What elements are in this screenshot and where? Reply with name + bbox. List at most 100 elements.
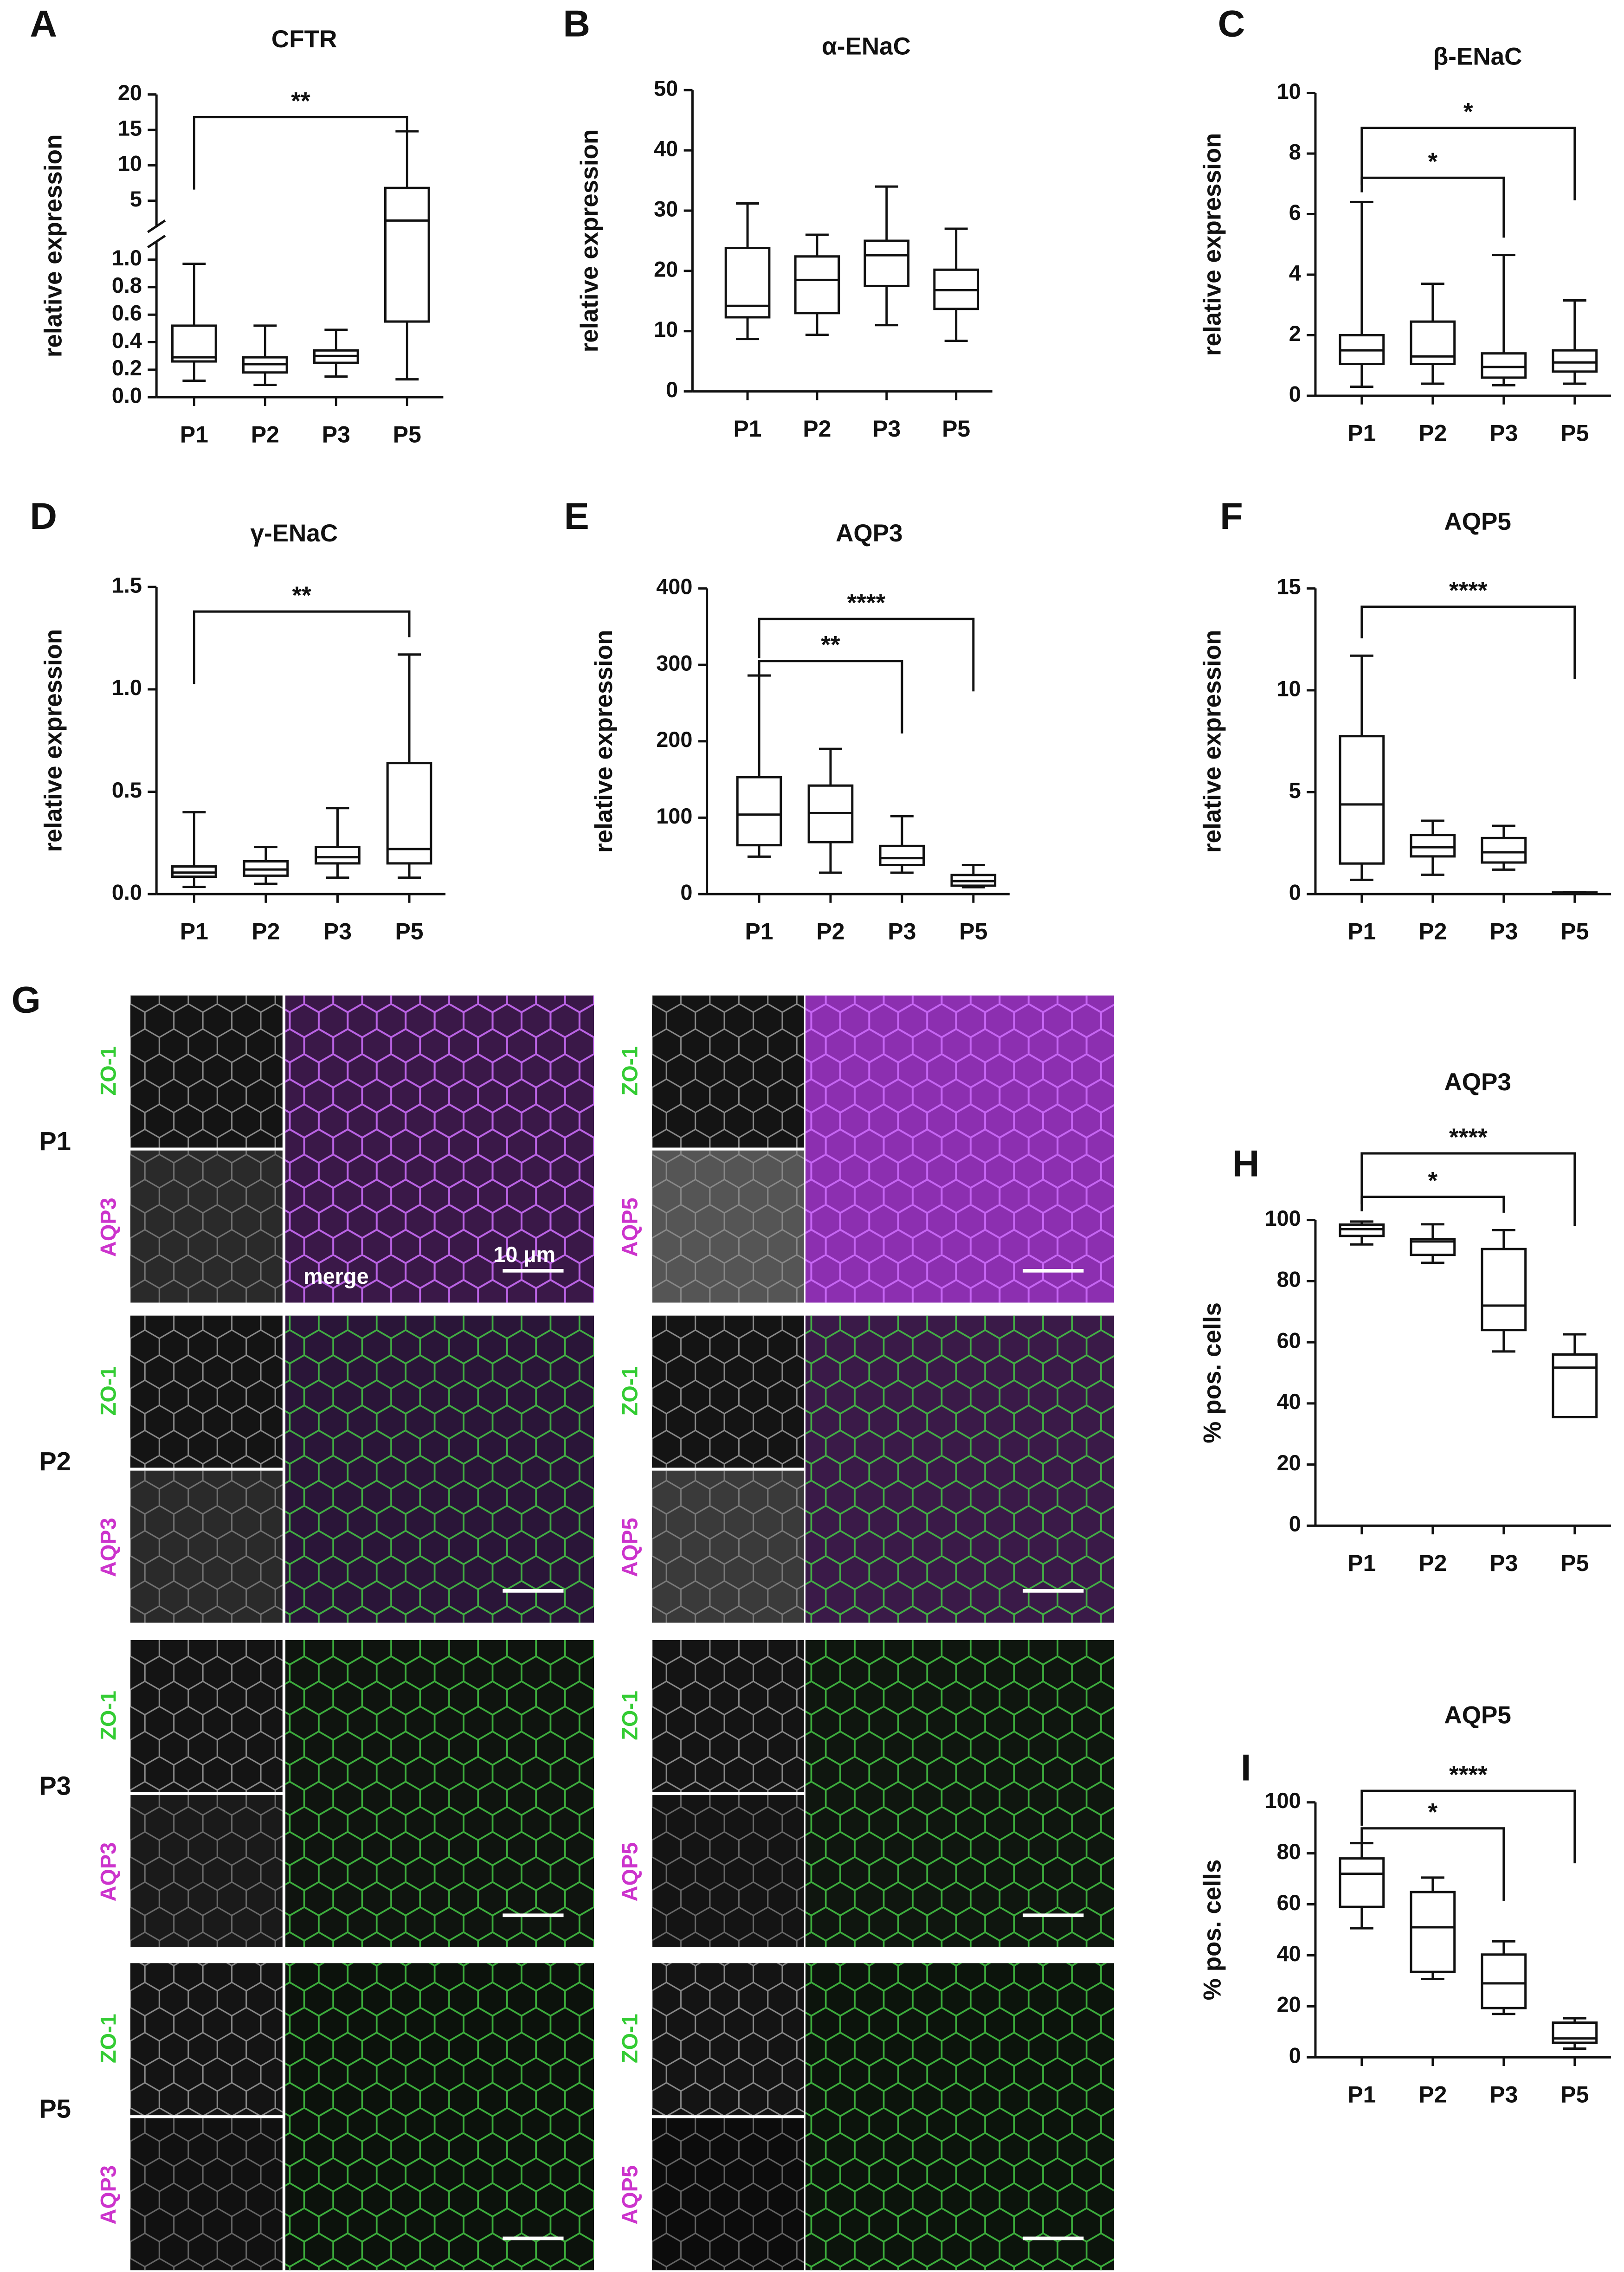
stain-label: ZO-1 (97, 2014, 121, 2063)
y-tick-label: 0 (1289, 2044, 1301, 2068)
whisker-high (254, 846, 277, 862)
x-tick-label: P5 (393, 422, 421, 448)
x-tick-label: P5 (942, 416, 970, 442)
y-tick-label: 1.5 (112, 573, 142, 598)
panel-letter: D (30, 496, 57, 537)
stain-label: ZO-1 (97, 1691, 121, 1740)
x-tick-label: P1 (180, 919, 208, 945)
whisker-low (1421, 364, 1444, 385)
x-tick-label: P3 (1489, 919, 1518, 945)
y-tick-label: 400 (656, 575, 692, 599)
chart-title: CFTR (271, 26, 337, 53)
significance-bracket (1360, 127, 1576, 200)
whisker-low (1563, 371, 1586, 385)
box (1410, 834, 1456, 858)
whisker-low (398, 863, 421, 879)
box (1481, 1953, 1527, 2009)
whisker-low (736, 317, 760, 341)
box (1339, 735, 1385, 865)
y-tick-label: 0 (1289, 880, 1301, 904)
scale-label: 10 µm (493, 1242, 555, 1267)
whisker-high (1492, 824, 1515, 838)
x-tick-label: P3 (323, 919, 352, 945)
chart-title: γ-ENaC (250, 520, 338, 547)
micrograph-zo1-cells (651, 1640, 804, 1792)
micrograph-merge-cells (805, 1315, 1114, 1623)
x-tick-label: P2 (803, 416, 831, 442)
whisker-high (1350, 1842, 1373, 1859)
stain-label: ZO-1 (618, 1366, 642, 1416)
stain-label: AQP3 (97, 1518, 121, 1577)
whisker-high (961, 864, 985, 875)
stain-label: ZO-1 (97, 1366, 121, 1416)
y-axis-label: relative expression (590, 630, 618, 853)
significance-bracket (1360, 1827, 1505, 1901)
x-tick-label: P3 (1489, 2082, 1518, 2108)
whisker-low (1350, 364, 1373, 388)
micrograph-aqp-cells (651, 1150, 804, 1303)
micrograph-aqp-cells (651, 2118, 804, 2271)
box (1552, 2021, 1598, 2044)
y-axis-label: relative expression (40, 629, 67, 852)
x-tick-label: P5 (1560, 1550, 1589, 1576)
chart-title: α-ENaC (822, 33, 911, 60)
x-tick-label: P1 (734, 416, 762, 442)
significance-label: ** (292, 582, 312, 609)
panel-letter: B (563, 3, 590, 45)
y-tick-label: 300 (656, 651, 692, 675)
micrograph-zo1-cells (130, 1640, 283, 1792)
y-tick-label: 10 (1277, 79, 1301, 103)
significance-bracket (1360, 605, 1576, 679)
y-tick-label: 8 (1289, 140, 1301, 164)
whisker-low (1421, 1972, 1444, 1981)
whisker-high (1350, 654, 1373, 736)
micrograph-merge-cells (285, 1963, 594, 2271)
y-axis-label: % pos. cells (1199, 1302, 1226, 1443)
y-tick-label: 5 (1289, 779, 1301, 803)
whisker-low (254, 875, 277, 885)
x-tick-label: P3 (322, 422, 350, 448)
chart-title: AQP3 (1444, 1068, 1511, 1096)
row-label: P2 (39, 1447, 71, 1476)
y-tick-label: 10 (118, 152, 142, 176)
micrograph-aqp-cells (130, 1470, 283, 1623)
whisker-high (182, 811, 206, 867)
whisker-low (875, 286, 898, 327)
whisker-high (1421, 1223, 1444, 1239)
y-tick-label: 0 (680, 880, 692, 904)
x-tick-label: P2 (1418, 919, 1447, 945)
y-tick-label: 6 (1289, 200, 1301, 225)
whisker-high (398, 653, 421, 763)
significance-bracket (1360, 1196, 1505, 1213)
whisker-low (1350, 1236, 1373, 1246)
y-tick-label: 0.8 (112, 273, 142, 297)
whisker-high (1421, 1876, 1444, 1892)
y-tick-label: 60 (1277, 1891, 1301, 1915)
y-tick-label: 40 (1277, 1390, 1301, 1414)
stain-label: AQP5 (618, 1197, 642, 1257)
y-tick-label: 1.0 (112, 246, 142, 270)
whisker-high (395, 130, 419, 188)
whisker-low (1492, 1330, 1515, 1353)
x-tick-label: P1 (745, 919, 773, 945)
x-tick-label: P1 (1347, 1550, 1376, 1576)
whisker-low (1421, 856, 1444, 876)
micrograph-aqp-cells (130, 1795, 283, 1947)
stain-label: ZO-1 (618, 1046, 642, 1096)
y-tick-label: 0 (1289, 1512, 1301, 1536)
x-tick-label: P2 (1418, 2082, 1447, 2108)
micrograph-aqp-cells (130, 2118, 283, 2271)
y-tick-label: 0.0 (112, 880, 142, 904)
x-tick-label: P5 (395, 919, 423, 945)
box (794, 255, 840, 315)
stain-label: AQP3 (97, 1842, 121, 1902)
y-axis-label: relative expression (1199, 630, 1226, 853)
y-tick-label: 5 (130, 187, 142, 211)
x-tick-label: P1 (180, 422, 208, 448)
y-tick-label: 100 (1265, 1789, 1301, 1813)
y-tick-label: 80 (1277, 1840, 1301, 1864)
x-tick-label: P5 (1560, 2082, 1589, 2108)
whisker-low (1421, 1255, 1444, 1264)
box (1481, 837, 1527, 864)
